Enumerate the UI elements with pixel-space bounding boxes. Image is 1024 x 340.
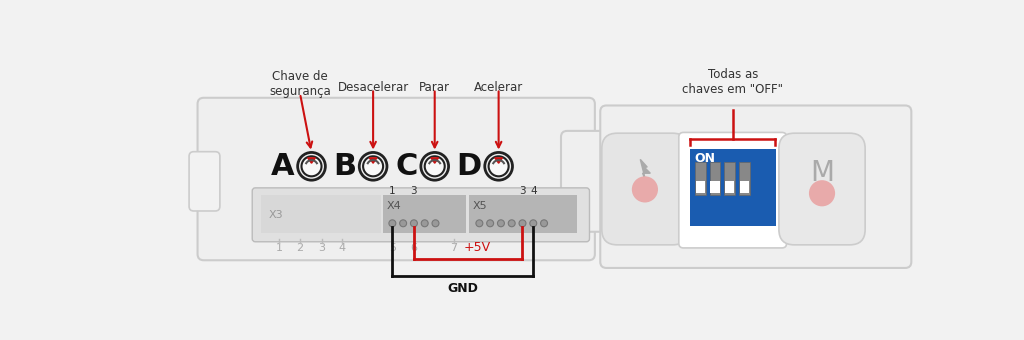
Circle shape — [399, 220, 407, 227]
Text: 5: 5 — [389, 243, 396, 253]
Text: B: B — [333, 152, 356, 181]
Polygon shape — [307, 158, 315, 163]
Text: X3: X3 — [269, 210, 284, 220]
Text: Parar: Parar — [419, 81, 451, 94]
Circle shape — [529, 220, 537, 227]
Circle shape — [498, 220, 505, 227]
Bar — [710, 163, 720, 195]
Bar — [689, 149, 776, 226]
Text: A: A — [271, 152, 295, 181]
Bar — [695, 181, 705, 193]
Text: Todas as
chaves em "OFF": Todas as chaves em "OFF" — [682, 68, 783, 96]
Text: 3: 3 — [318, 243, 325, 253]
Text: 2: 2 — [712, 227, 719, 237]
Circle shape — [389, 220, 396, 227]
Circle shape — [432, 220, 439, 227]
Bar — [739, 163, 750, 195]
Circle shape — [364, 156, 383, 176]
Text: 3: 3 — [726, 227, 733, 237]
Circle shape — [541, 220, 548, 227]
Text: Chave de
segurança: Chave de segurança — [269, 70, 331, 98]
Polygon shape — [640, 159, 650, 181]
Bar — [695, 163, 706, 195]
Circle shape — [508, 220, 515, 227]
Polygon shape — [495, 158, 503, 163]
Text: C: C — [395, 152, 418, 181]
Text: Desacelerar: Desacelerar — [338, 81, 409, 94]
FancyBboxPatch shape — [779, 133, 865, 245]
Text: 4: 4 — [339, 243, 346, 253]
Polygon shape — [370, 158, 377, 163]
Text: 4: 4 — [530, 186, 537, 196]
Circle shape — [425, 156, 444, 176]
Text: 6: 6 — [411, 243, 418, 253]
Circle shape — [488, 156, 509, 176]
Bar — [739, 181, 749, 193]
Text: 1: 1 — [275, 243, 283, 253]
Bar — [711, 181, 720, 193]
Text: M: M — [810, 159, 834, 187]
Text: X4: X4 — [386, 201, 401, 211]
Text: D: D — [457, 152, 481, 181]
Text: Acelerar: Acelerar — [474, 81, 523, 94]
Text: 2: 2 — [296, 243, 303, 253]
FancyBboxPatch shape — [198, 98, 595, 260]
Text: X5: X5 — [472, 201, 487, 211]
FancyBboxPatch shape — [602, 133, 688, 245]
Bar — [469, 195, 578, 233]
Text: 3: 3 — [519, 186, 525, 196]
Bar — [724, 163, 735, 195]
FancyBboxPatch shape — [252, 188, 590, 242]
Bar — [261, 195, 381, 233]
Circle shape — [632, 176, 658, 203]
Text: GND: GND — [447, 282, 478, 295]
FancyBboxPatch shape — [561, 131, 605, 232]
Text: 3: 3 — [411, 186, 417, 196]
Text: 4: 4 — [740, 227, 748, 237]
Circle shape — [486, 220, 494, 227]
Circle shape — [301, 156, 322, 176]
Polygon shape — [431, 158, 438, 163]
Circle shape — [519, 220, 526, 227]
FancyBboxPatch shape — [600, 105, 911, 268]
Text: 1: 1 — [389, 186, 395, 196]
Circle shape — [411, 220, 418, 227]
Bar — [725, 181, 734, 193]
Circle shape — [476, 220, 483, 227]
Circle shape — [809, 180, 836, 206]
Circle shape — [421, 220, 428, 227]
FancyBboxPatch shape — [679, 133, 786, 248]
Text: 1: 1 — [697, 227, 703, 237]
Text: ON: ON — [694, 152, 715, 166]
Text: +5V: +5V — [464, 241, 490, 254]
FancyBboxPatch shape — [189, 152, 220, 211]
Text: 7: 7 — [451, 243, 458, 253]
Bar — [383, 195, 466, 233]
